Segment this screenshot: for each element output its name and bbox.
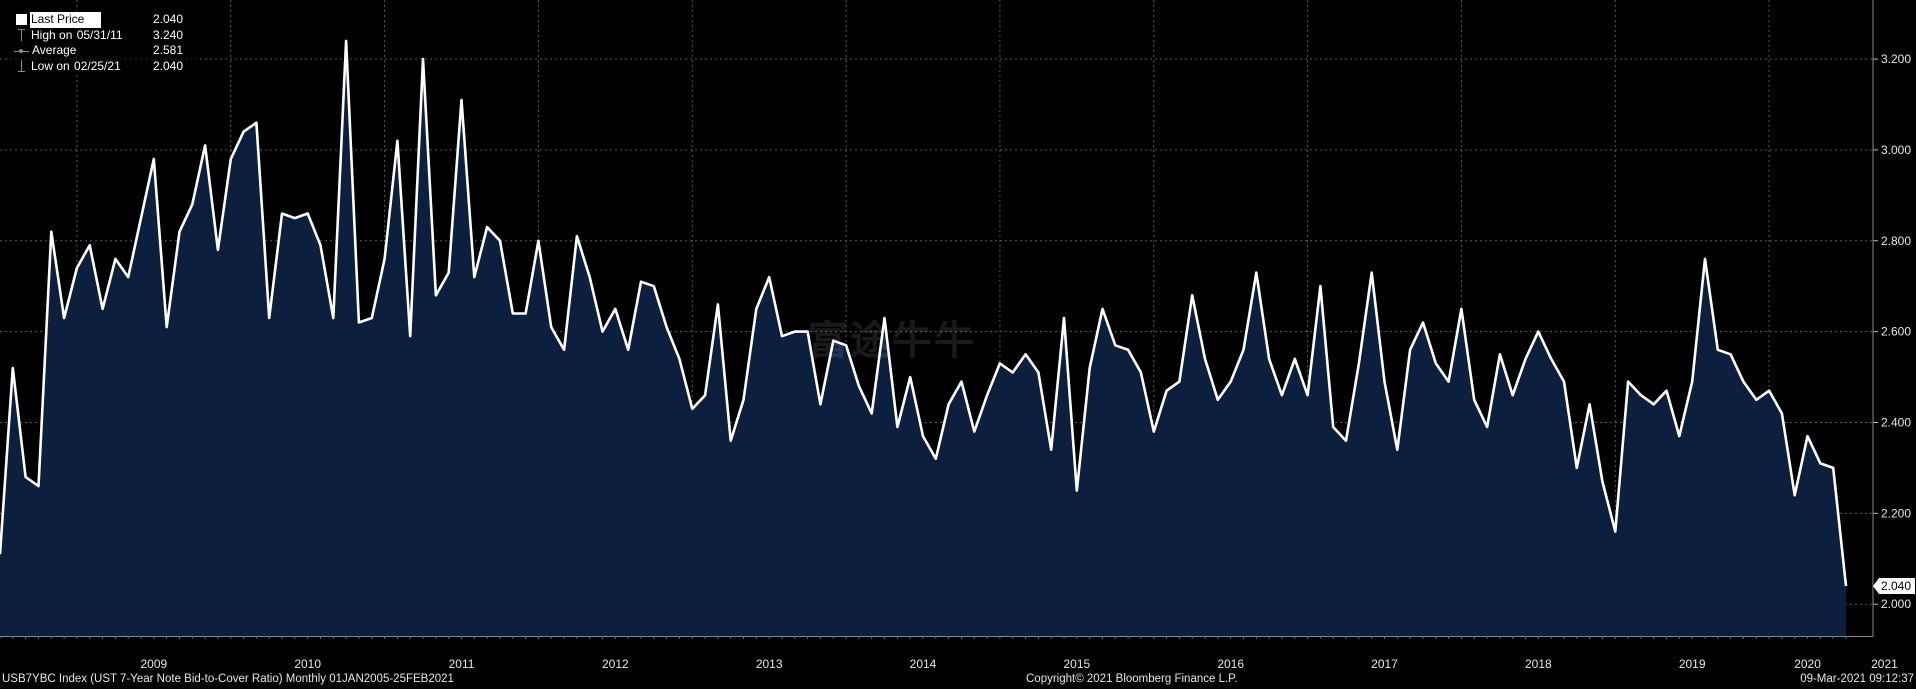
legend-low-value: 2.040 [153,58,184,73]
x-tick-label: 2019 [1679,657,1706,671]
watermark-text: 富途牛牛 [808,319,976,363]
footer-timestamp: 09-Mar-2021 09:12:37 [1800,673,1914,685]
chart-legend: Last Price 2.040 High on 05/31/11 3.240 … [10,11,197,76]
x-tick-label: 2016 [1217,657,1244,671]
legend-high-label: High on [31,27,76,42]
legend-last-price: Last Price 2.040 [12,12,193,28]
x-tick-label: 2020 [1794,657,1821,671]
x-tick-label: 2013 [756,657,783,671]
legend-average: Average 2.581 [12,43,193,59]
legend-last-price-label: Last Price [30,12,101,28]
legend-low-label: Low on [31,58,74,73]
legend-last-price-value: 2.040 [153,12,184,26]
low-marker-icon [12,60,30,73]
x-tick-label: 2012 [602,657,629,671]
y-tick-label: 2.000 [1881,597,1911,611]
y-tick-label: 2.800 [1881,234,1911,248]
y-tick-label: 3.200 [1881,52,1911,66]
x-tick-label: 2011 [449,657,475,671]
x-tick-label: 2009 [140,657,167,671]
y-tick-label: 2.600 [1881,325,1911,339]
y-tick-label: 2.200 [1881,506,1911,520]
y-tick-label: 3.000 [1881,143,1911,157]
legend-high-value: 3.240 [153,27,184,42]
x-tick-label: 2010 [294,657,321,671]
x-tick-label: 2014 [910,657,937,671]
x-axis: 2009 2010 2011 2012 2013 2014 2015 2016 2017 2018… [0,636,1898,671]
series-area-fill [0,40,1846,636]
x-tick-label: 2017 [1371,657,1398,671]
legend-average-value: 2.581 [153,43,184,57]
x-tick-label: 2015 [1063,657,1090,671]
legend-low-date: 02/25/21 [73,58,122,73]
x-tick-label: 2018 [1525,657,1552,671]
average-marker-icon [12,45,30,57]
footer-index-description: USB7YBC Index (UST 7-Year Note Bid-to-Co… [2,673,454,685]
last-value-tag [1873,578,1915,595]
last-value-label: 2.040 [1873,578,1915,595]
y-tick-label: 2.400 [1881,415,1911,429]
y-axis: 2.000 2.200 2.400 2.600 2.800 3.000 3.200 [1872,0,1911,636]
legend-swatch-icon [12,13,30,26]
legend-high: High on 05/31/11 3.240 [12,27,193,44]
series-line [0,39,1848,587]
legend-average-label: Average [31,43,78,57]
x-tick-label: 2021 [1871,657,1898,671]
legend-low: Low on 02/25/21 2.040 [12,58,193,75]
high-marker-icon [12,29,30,42]
legend-high-date: 05/31/11 [75,27,124,42]
last-value-text: 2.040 [1881,579,1911,593]
footer-copyright: Copyright© 2021 Bloomberg Finance L.P. [1026,673,1238,685]
